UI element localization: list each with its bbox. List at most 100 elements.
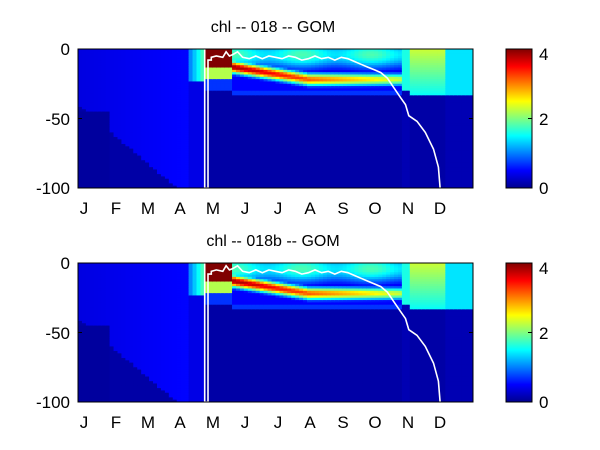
heatmap-cell: [267, 65, 273, 69]
heatmap-cell: [271, 74, 277, 78]
heatmap-cell: [279, 137, 284, 140]
heatmap-cell: [307, 146, 312, 150]
heatmap-cell: [220, 58, 225, 62]
heatmap-cell: [113, 125, 119, 129]
heatmap-cell: [299, 81, 304, 85]
heatmap-cell: [255, 185, 261, 188]
heatmap-cell: [259, 167, 265, 171]
heatmap-cell: [109, 118, 115, 122]
heatmap-cell: [358, 123, 363, 127]
heatmap-cell: [109, 185, 115, 188]
heatmap-cell: [137, 167, 142, 171]
heatmap-cell: [133, 123, 138, 127]
heatmap-cell: [200, 106, 205, 110]
heatmap-cell: [204, 185, 209, 188]
heatmap-cell: [200, 49, 205, 52]
heatmap-cell: [378, 120, 383, 124]
heatmap-cell: [236, 171, 241, 175]
heatmap-cell: [401, 116, 407, 120]
heatmap-cell: [78, 67, 83, 71]
heatmap-cell: [239, 123, 245, 127]
heatmap-cell: [121, 125, 126, 129]
heatmap-cell: [322, 53, 328, 57]
heatmap-cell: [358, 88, 363, 92]
heatmap-cell: [342, 67, 348, 71]
heatmap-cell: [362, 146, 367, 150]
heatmap-cell: [275, 90, 281, 94]
heatmap-cell: [137, 134, 142, 138]
heatmap-cell: [232, 132, 237, 136]
heatmap-cell: [160, 157, 166, 161]
heatmap-cell: [338, 139, 344, 143]
heatmap-cell: [354, 67, 360, 71]
heatmap-cell: [78, 97, 83, 101]
heatmap-cell: [386, 67, 391, 71]
heatmap-cell: [330, 153, 336, 157]
heatmap-cell: [232, 79, 237, 83]
heatmap-cell: [113, 185, 119, 188]
heatmap-cell: [279, 150, 284, 154]
heatmap-cell: [113, 171, 119, 175]
heatmap-cell: [346, 167, 352, 171]
heatmap-cell: [137, 81, 142, 85]
heatmap-cell: [232, 164, 237, 168]
heatmap-cell: [342, 104, 348, 108]
heatmap-cell: [121, 86, 126, 89]
heatmap-cell: [311, 62, 316, 66]
heatmap-cell: [370, 51, 375, 55]
heatmap-cell: [145, 58, 150, 62]
heatmap-cell: [176, 104, 182, 108]
heatmap-cell: [157, 111, 162, 115]
heatmap-cell: [338, 74, 344, 78]
heatmap-cell: [350, 95, 356, 99]
heatmap-cell: [378, 125, 383, 129]
heatmap-cell: [220, 90, 225, 94]
heatmap-cell: [113, 76, 119, 80]
heatmap-cell: [109, 141, 115, 145]
heatmap-cell: [397, 113, 403, 117]
heatmap-cell: [326, 174, 332, 178]
heatmap-cell: [338, 83, 344, 87]
heatmap-cell: [160, 162, 166, 166]
heatmap-cell: [255, 83, 261, 87]
heatmap-cell: [176, 76, 182, 80]
heatmap-cell: [216, 67, 221, 71]
heatmap-cell: [307, 181, 312, 184]
heatmap-cell: [204, 164, 209, 168]
heatmap-cell: [291, 111, 296, 115]
heatmap-cell: [283, 97, 288, 101]
heatmap-cell: [176, 155, 182, 159]
heatmap-cell: [212, 99, 217, 103]
heatmap-cell: [247, 49, 253, 52]
heatmap-cell: [160, 113, 166, 117]
heatmap-cell: [168, 81, 174, 85]
heatmap-cell: [374, 157, 379, 161]
heatmap-cell: [109, 157, 115, 161]
heatmap-cell: [374, 118, 379, 122]
heatmap-cell: [93, 148, 99, 152]
heatmap-cell: [358, 171, 363, 175]
heatmap-cell: [263, 90, 269, 94]
heatmap-cell: [117, 72, 123, 76]
heatmap-cell: [299, 150, 304, 154]
heatmap-cell: [160, 139, 166, 143]
heatmap-cell: [153, 76, 158, 80]
heatmap-cell: [342, 53, 348, 57]
heatmap-cell: [259, 58, 265, 62]
heatmap-cell: [184, 185, 190, 188]
heatmap-cell: [141, 81, 146, 85]
heatmap-cell: [232, 72, 237, 76]
heatmap-cell: [97, 162, 103, 166]
heatmap-cell: [263, 111, 269, 115]
heatmap-cell: [184, 69, 190, 73]
heatmap-cell: [137, 155, 142, 159]
heatmap-cell: [113, 99, 119, 103]
heatmap-cell: [212, 51, 217, 55]
heatmap-cell: [93, 185, 99, 188]
heatmap-cell: [259, 169, 265, 173]
heatmap-cell: [89, 53, 95, 57]
heatmap-cell: [101, 174, 107, 178]
heatmap-cell: [322, 123, 328, 127]
heatmap-cell: [299, 176, 304, 180]
heatmap-cell: [338, 69, 344, 73]
